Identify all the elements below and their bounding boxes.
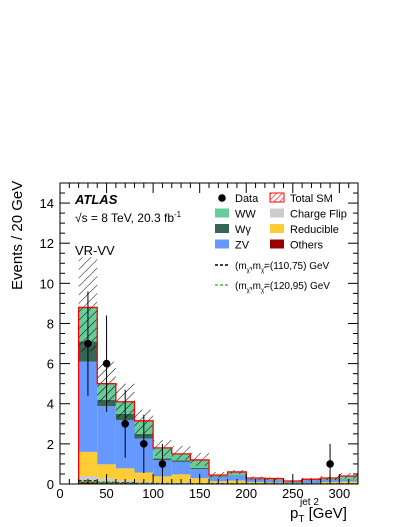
legend-entry-ww: WW	[215, 208, 256, 221]
bar-w-bin-5	[171, 460, 191, 462]
svg-text:pT [GeV]: pT [GeV]	[290, 505, 347, 525]
x-tick-label: 150	[189, 486, 211, 501]
bar-reducible-bin-3	[134, 472, 154, 482]
total-sm-line	[77, 306, 358, 484]
legend-marker	[270, 208, 284, 218]
legend-label: (mχ̃,mχ̃=(110,75) GeV	[235, 261, 330, 274]
y-tick-label: 14	[40, 196, 54, 211]
axes: 0 50 100 150 200 250 300 0 2 4 6 8 10 12 14	[40, 182, 359, 501]
bar-zv-bin-6	[190, 469, 209, 479]
legend-marker	[218, 194, 226, 202]
y-tick-label: 4	[47, 397, 54, 412]
legend-label: Reducible	[290, 224, 339, 236]
experiment-label: ATLAS	[74, 192, 118, 207]
legend-entry-totalsm: Total SM	[269, 192, 333, 205]
legend-label: Total SM	[290, 193, 333, 205]
legend-label: ZV	[235, 240, 250, 252]
x-tick-label: 250	[282, 486, 304, 501]
legend-entry-reducible: Reducible	[270, 224, 339, 236]
bar-reducible-bin-1	[97, 464, 116, 479]
legend-label: (mχ̃,mχ̃=(120,95) GeV	[235, 281, 330, 294]
legend-marker	[270, 224, 284, 233]
legend-label: Charge Flip	[290, 209, 347, 221]
lumi-exponent: -1	[174, 210, 182, 219]
legend-label: Data	[235, 193, 259, 205]
legend-entry-signal-1: (mχ̃,mχ̃=(120,95) GeV	[215, 281, 330, 294]
y-tick-label: 12	[40, 236, 54, 251]
x-tick-label: 300	[329, 486, 351, 501]
legend-marker	[215, 208, 229, 218]
uncertainty-bin-5	[171, 445, 191, 460]
bar-zv-bin-1	[97, 406, 116, 465]
y-tick-label: 6	[47, 357, 54, 372]
legend-marker	[215, 224, 229, 233]
x-tick-label: 100	[142, 486, 164, 501]
bar-w-bin-6	[190, 467, 209, 470]
bar-reducible-bin-5	[171, 474, 191, 483]
legend-entry-data: Data	[218, 193, 259, 205]
bar-zv-bin-0	[78, 361, 98, 452]
data-point-3	[140, 440, 148, 448]
data-point-0	[84, 339, 92, 348]
data-point-2	[121, 420, 129, 428]
legend-marker	[215, 239, 229, 249]
total-sm-outline	[77, 306, 358, 484]
y-tick-label: 2	[47, 437, 54, 452]
bar-reducible-bin-0	[78, 451, 98, 476]
bar-zv-bin-8	[227, 475, 247, 481]
legend-entry-zv: ZV	[215, 239, 250, 252]
bar-chargeflip-bin-0	[78, 475, 98, 482]
region-label: VR-VV	[75, 243, 115, 258]
data-points	[84, 291, 334, 484]
x-axis-label-unit: [GeV]	[304, 505, 347, 522]
plot-area: 0 50 100 150 200 250 300 0 2 4 6 8 10 12 14	[40, 182, 359, 501]
x-axis-label-main: p	[290, 505, 298, 522]
data-point-4	[158, 460, 167, 468]
x-axis-label: pT [GeV] jet 2	[290, 497, 347, 525]
legend-label: Wγ	[235, 224, 251, 236]
bar-zv-bin-5	[171, 461, 191, 475]
legend-label: WW	[235, 209, 256, 221]
legend-marker	[269, 192, 285, 203]
energy-label: √s = 8 TeV, 20.3 fb-1	[75, 210, 182, 225]
data-point-5	[326, 460, 334, 468]
legend-entry-others: Others	[270, 239, 324, 252]
bar-reducible-bin-2	[115, 468, 135, 481]
x-tick-label: 0	[56, 486, 63, 501]
data-point-1	[102, 359, 111, 368]
y-tick-label: 8	[47, 316, 54, 331]
legend-entry-signal-0: (mχ̃,mχ̃=(110,75) GeV	[215, 261, 330, 274]
y-tick-label: 10	[40, 276, 54, 291]
y-axis-label: Events / 20 GeV	[9, 181, 26, 290]
legend-entry-w: Wγ	[215, 224, 251, 236]
x-axis-label-sup: jet 2	[299, 497, 319, 508]
legend-label: Others	[290, 240, 324, 252]
legend: Data Total SM WW Charge Flip Wγ Reducible ZV Ot…	[215, 192, 347, 294]
x-tick-label: 200	[235, 486, 257, 501]
legend-entry-chargeflip: Charge Flip	[270, 208, 347, 221]
y-tick-label: 0	[47, 477, 54, 492]
x-tick-label: 50	[99, 486, 113, 501]
x-axis-label-sub: T	[298, 514, 304, 525]
legend-marker	[270, 239, 284, 249]
